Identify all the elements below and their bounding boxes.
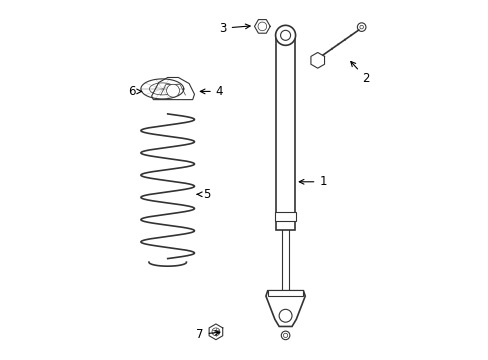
Bar [274,212,296,221]
Circle shape [275,25,295,45]
Text: 7: 7 [196,328,219,341]
Circle shape [280,30,290,40]
Text: 6: 6 [128,85,142,98]
Polygon shape [265,291,305,327]
Circle shape [279,309,291,322]
Polygon shape [151,77,194,100]
Text: 5: 5 [197,188,210,201]
Text: 4: 4 [200,85,223,98]
Text: 3: 3 [219,22,250,35]
Circle shape [359,25,363,29]
Text: 1: 1 [299,175,326,188]
Circle shape [283,333,287,338]
Bar [276,37,294,230]
Bar [267,290,303,296]
Circle shape [212,328,220,336]
Bar [282,223,288,316]
Text: 2: 2 [350,62,369,85]
Circle shape [258,22,266,31]
Circle shape [357,23,365,31]
Circle shape [166,84,179,97]
Circle shape [281,331,289,340]
